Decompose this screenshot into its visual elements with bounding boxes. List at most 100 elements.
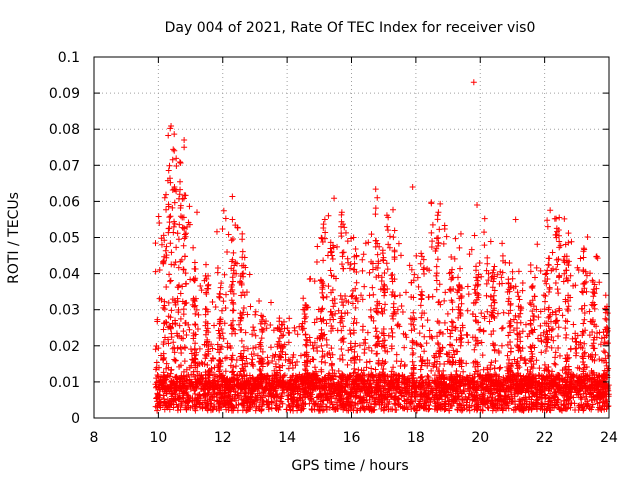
data-point: [223, 291, 230, 298]
data-point: [192, 407, 199, 414]
data-point: [313, 258, 320, 265]
data-point: [256, 298, 263, 305]
data-point: [229, 193, 236, 200]
data-point: [230, 249, 237, 256]
data-point: [526, 403, 533, 410]
data-point: [321, 391, 328, 398]
data-point: [450, 319, 457, 326]
data-point: [481, 242, 488, 249]
data-point: [452, 324, 459, 331]
data-point: [552, 279, 559, 286]
data-point: [416, 330, 423, 337]
data-point: [219, 226, 226, 233]
data-point: [351, 359, 358, 366]
data-point: [435, 234, 442, 241]
data-point: [498, 274, 505, 281]
data-point: [552, 361, 559, 368]
data-point: [494, 310, 501, 317]
data-point: [556, 238, 563, 245]
data-point: [573, 349, 580, 356]
data-point: [259, 394, 266, 401]
data-point: [165, 225, 172, 232]
data-point: [485, 377, 492, 384]
data-point: [191, 265, 198, 272]
data-point: [390, 206, 397, 213]
data-point: [386, 233, 393, 240]
data-point: [155, 384, 162, 391]
data-point: [339, 336, 346, 343]
data-point: [504, 352, 511, 359]
data-point: [295, 404, 302, 411]
data-point: [327, 248, 334, 255]
data-point: [382, 359, 389, 366]
data-point: [448, 318, 455, 325]
data-point: [561, 215, 568, 222]
data-point: [507, 322, 514, 329]
data-point: [434, 406, 441, 413]
data-point: [499, 324, 506, 331]
data-point: [381, 292, 388, 299]
data-point: [178, 402, 185, 409]
data-point: [319, 397, 326, 404]
data-point: [170, 223, 177, 230]
data-point: [183, 331, 190, 338]
grid-lines: [94, 57, 609, 418]
data-point: [429, 221, 436, 228]
data-point: [166, 162, 173, 169]
data-point: [329, 255, 336, 262]
data-point: [216, 349, 223, 356]
data-point: [515, 293, 522, 300]
data-point: [471, 346, 478, 353]
data-point: [318, 234, 325, 241]
data-point: [588, 397, 595, 404]
data-point: [229, 393, 236, 400]
data-point: [237, 368, 244, 375]
data-point: [320, 257, 327, 264]
data-point: [320, 293, 327, 300]
data-point: [318, 358, 325, 365]
data-point: [177, 315, 184, 322]
data-point: [162, 247, 169, 254]
data-point: [534, 241, 541, 248]
data-point: [423, 340, 430, 347]
data-point: [433, 270, 440, 277]
data-point: [554, 399, 561, 406]
data-point: [426, 327, 433, 334]
data-point: [492, 357, 499, 364]
data-point: [212, 303, 219, 310]
data-point: [302, 331, 309, 338]
data-point: [393, 406, 400, 413]
data-point: [359, 256, 366, 263]
data-point: [459, 396, 466, 403]
data-point: [363, 364, 370, 371]
data-point: [186, 326, 193, 333]
data-point: [429, 238, 436, 245]
data-point: [347, 331, 354, 338]
data-point: [165, 132, 172, 139]
data-point: [401, 361, 408, 368]
data-point: [152, 240, 159, 247]
data-point: [542, 347, 549, 354]
data-point: [372, 366, 379, 373]
data-point: [322, 359, 329, 366]
data-point: [402, 289, 409, 296]
data-point: [556, 214, 563, 221]
data-point: [154, 372, 161, 379]
data-point: [527, 262, 534, 269]
data-point: [331, 195, 338, 202]
data-point: [414, 274, 421, 281]
data-point: [360, 251, 367, 258]
data-point: [298, 406, 305, 413]
data-point: [160, 392, 167, 399]
data-point: [228, 237, 235, 244]
data-point: [170, 404, 177, 411]
data-point: [172, 357, 179, 364]
data-point: [323, 336, 330, 343]
data-point: [220, 335, 227, 342]
data-point: [367, 313, 374, 320]
data-point: [418, 314, 425, 321]
data-point: [169, 156, 176, 163]
data-point: [544, 343, 551, 350]
data-point: [348, 389, 355, 396]
data-point: [283, 406, 290, 413]
